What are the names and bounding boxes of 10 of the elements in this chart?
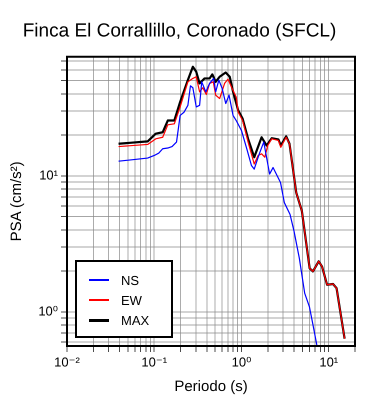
chart-title: Finca El Corrallillo, Coronado (SFCL) [22, 20, 336, 42]
legend-label: EW [121, 292, 142, 308]
x-tick-label: 10¹ [319, 354, 339, 370]
legend-label: MAX [121, 312, 150, 328]
x-axis-title: Periodo (s) [174, 378, 248, 396]
x-tick-label: 10⁻¹ [141, 354, 168, 370]
x-tick-label: 10⁰ [232, 354, 252, 370]
x-tick-label: 10⁻² [54, 354, 80, 370]
legend-label: NS [121, 272, 140, 288]
y-axis-title: PSA (cm/s²) [8, 161, 26, 242]
